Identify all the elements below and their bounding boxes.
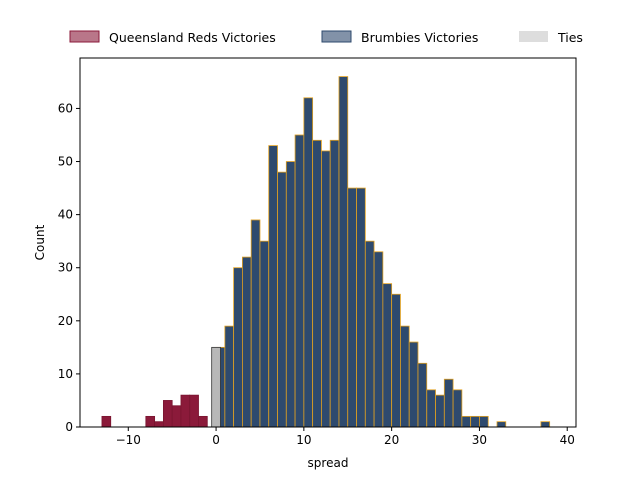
brumbies-bar-15 bbox=[347, 187, 357, 428]
brumbies-bar-27 bbox=[452, 389, 463, 428]
y-tick-label: 20 bbox=[58, 314, 73, 328]
brumbies-bar-10 bbox=[303, 97, 314, 428]
brumbies-bar-6 bbox=[268, 145, 278, 428]
x-axis-label: spread bbox=[308, 456, 349, 470]
y-tick-label: 0 bbox=[65, 420, 73, 434]
brumbies-bar-24 bbox=[426, 389, 436, 428]
brumbies-bar-2 bbox=[233, 267, 243, 428]
brumbies-bar-20 bbox=[391, 293, 401, 428]
brumbies-bar-17 bbox=[364, 240, 375, 428]
x-tick-label: 40 bbox=[560, 433, 575, 447]
brumbies-bars-group bbox=[215, 76, 551, 428]
legend-label-brumbies: Brumbies Victories bbox=[361, 30, 478, 45]
brumbies-bar-18 bbox=[373, 251, 384, 428]
brumbies-bar-8 bbox=[285, 161, 296, 428]
x-tick-label: 20 bbox=[384, 433, 399, 447]
brumbies-bar-4 bbox=[250, 219, 261, 428]
brumbies-bar-9 bbox=[294, 134, 305, 428]
y-axis-label: Count bbox=[33, 224, 47, 260]
reds-bar-4 bbox=[171, 405, 182, 428]
brumbies-bar-7 bbox=[277, 171, 287, 428]
brumbies-bar-22 bbox=[408, 341, 419, 428]
x-tick-label: 30 bbox=[472, 433, 487, 447]
legend-label-reds: Queensland Reds Victories bbox=[109, 30, 276, 45]
brumbies-bar-21 bbox=[400, 325, 410, 428]
y-tick-label: 10 bbox=[58, 367, 73, 381]
brumbies-bar-23 bbox=[417, 362, 428, 428]
brumbies-bar-1 bbox=[224, 325, 235, 428]
reds-bar-5 bbox=[180, 394, 191, 428]
y-tick-label: 40 bbox=[58, 208, 73, 222]
brumbies-bar-11 bbox=[312, 139, 322, 428]
reds-bar-7 bbox=[198, 415, 208, 428]
ties-bars-group bbox=[211, 346, 221, 428]
x-axis-ticks: −10 0 10 20 30 40 bbox=[116, 427, 575, 447]
brumbies-bar-32 bbox=[540, 421, 551, 428]
y-tick-label: 30 bbox=[58, 261, 73, 275]
ties-bar-0 bbox=[211, 346, 221, 428]
y-tick-label: 60 bbox=[58, 101, 73, 115]
brumbies-bar-26 bbox=[443, 378, 454, 428]
y-axis-ticks: 0 10 20 30 40 50 60 bbox=[58, 101, 80, 434]
legend-label-ties: Ties bbox=[557, 30, 583, 45]
brumbies-bar-29 bbox=[470, 415, 480, 428]
x-tick-label: 10 bbox=[296, 433, 311, 447]
reds-bar-3 bbox=[162, 400, 173, 428]
reds-bar-2 bbox=[154, 421, 164, 428]
chart-legend: Queensland Reds Victories Brumbies Victo… bbox=[69, 30, 583, 45]
brumbies-bar-14 bbox=[338, 76, 349, 428]
x-tick-label: −10 bbox=[116, 433, 141, 447]
brumbies-bar-19 bbox=[382, 283, 393, 428]
brumbies-bar-16 bbox=[356, 187, 366, 428]
legend-swatch-ties bbox=[519, 31, 548, 42]
brumbies-bar-12 bbox=[321, 150, 331, 428]
brumbies-bar-3 bbox=[242, 256, 252, 428]
plot-area-frame bbox=[79, 57, 577, 428]
x-tick-label: 0 bbox=[212, 433, 220, 447]
brumbies-bar-5 bbox=[259, 240, 270, 428]
brumbies-bar-13 bbox=[329, 139, 340, 428]
brumbies-bar-28 bbox=[461, 415, 472, 428]
reds-bars-group bbox=[101, 394, 208, 428]
legend-swatch-brumbies bbox=[321, 30, 352, 43]
reds-bar-0 bbox=[101, 415, 112, 428]
brumbies-bar-31 bbox=[496, 421, 507, 428]
brumbies-bar-25 bbox=[435, 394, 445, 428]
reds-bar-1 bbox=[145, 415, 156, 428]
reds-bar-6 bbox=[189, 394, 199, 428]
y-tick-label: 50 bbox=[58, 155, 73, 169]
legend-swatch-reds bbox=[69, 30, 100, 43]
brumbies-bar-30 bbox=[479, 415, 489, 428]
